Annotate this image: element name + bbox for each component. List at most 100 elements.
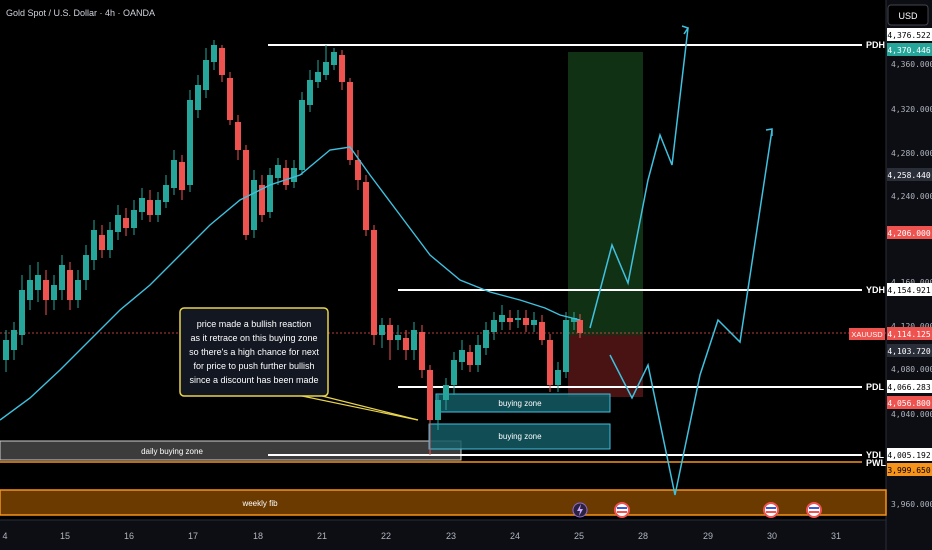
candle-body xyxy=(299,100,305,170)
price-label-4154: 4,154.921 xyxy=(887,283,932,296)
time-axis[interactable] xyxy=(0,520,886,550)
time-label: 16 xyxy=(124,531,134,541)
candlestick-series[interactable] xyxy=(3,40,583,455)
candle-body xyxy=(555,370,561,385)
projection-arrow-lower-icon xyxy=(765,128,773,136)
candle-body xyxy=(443,385,449,400)
candle-body xyxy=(163,185,169,202)
price-tick: 4,280.000 xyxy=(891,149,932,158)
candle-body xyxy=(91,230,97,260)
projection-path-upper[interactable] xyxy=(589,27,689,329)
annotation-callout[interactable]: price made a bullish reaction as it retr… xyxy=(179,307,419,421)
time-label: 15 xyxy=(60,531,70,541)
candle-body xyxy=(179,162,185,190)
svg-text:4,005.192: 4,005.192 xyxy=(887,451,931,460)
candle-body xyxy=(577,320,583,333)
ydl-label: YDL xyxy=(866,450,885,460)
ydh-label: YDH xyxy=(866,285,885,295)
time-label: 30 xyxy=(767,531,777,541)
time-label: 23 xyxy=(446,531,456,541)
svg-text:4,370.446: 4,370.446 xyxy=(887,46,931,55)
candle-body xyxy=(395,335,401,340)
candle-body xyxy=(355,160,361,180)
candle-body xyxy=(483,330,489,348)
time-label: 31 xyxy=(831,531,841,541)
svg-text:4,103.720: 4,103.720 xyxy=(887,347,931,356)
daily-buying-zone[interactable]: daily buying zone xyxy=(0,440,462,461)
candle-body xyxy=(427,370,433,420)
svg-text:4,114.125: 4,114.125 xyxy=(887,330,931,339)
us-flag-icon[interactable] xyxy=(614,502,630,518)
us-flag-icon[interactable] xyxy=(806,502,822,518)
price-tick: 4,320.000 xyxy=(891,105,932,114)
buying-zone-lower[interactable]: buying zone xyxy=(428,423,611,450)
candle-body xyxy=(523,318,529,325)
candle-body xyxy=(267,175,273,212)
annotation-line-2: as it retrace on this buying zone xyxy=(190,333,317,343)
candle-body xyxy=(51,285,57,300)
candle-body xyxy=(291,168,297,182)
projection-path-lower[interactable] xyxy=(609,129,773,496)
candle-body xyxy=(123,218,129,228)
candle-body xyxy=(19,290,25,335)
weekly-fib-zone[interactable]: weekly fib xyxy=(0,489,887,516)
candle-body xyxy=(35,275,41,290)
pdh-label: PDH xyxy=(866,40,885,50)
candle-body xyxy=(451,360,457,385)
candle-body xyxy=(187,100,193,185)
pwl-label: PWL xyxy=(866,458,886,468)
candle-body xyxy=(459,350,465,362)
candle-body xyxy=(27,280,33,300)
symbol-tag: XAUUSD xyxy=(849,328,885,340)
price-label-4056: 4,056.800 xyxy=(887,396,932,409)
candle-body xyxy=(11,330,17,350)
svg-text:XAUUSD: XAUUSD xyxy=(851,330,883,339)
us-flag-icon[interactable] xyxy=(763,502,779,518)
candle-body xyxy=(43,280,49,300)
candle-body xyxy=(339,55,345,82)
candle-body xyxy=(331,52,337,65)
price-label-4376: 4,376.522 xyxy=(887,28,932,41)
moving-average-line[interactable] xyxy=(0,146,581,421)
candle-body xyxy=(363,182,369,230)
candle-body xyxy=(107,230,113,250)
candle-body xyxy=(171,160,177,188)
buying-zone-upper[interactable]: buying zone xyxy=(435,393,611,413)
candle-body xyxy=(243,150,249,235)
candle-body xyxy=(323,62,329,75)
long-position-tool[interactable] xyxy=(568,52,643,397)
time-label: 25 xyxy=(574,531,584,541)
candle-body xyxy=(147,200,153,215)
candle-body xyxy=(403,338,409,350)
time-label: 21 xyxy=(317,531,327,541)
price-tick: 4,160.000 xyxy=(891,278,932,287)
candle-body xyxy=(131,210,137,228)
candle-body xyxy=(259,185,265,215)
buying-zone-lower-label: buying zone xyxy=(498,432,542,441)
weekly-fib-label: weekly fib xyxy=(241,499,278,508)
candle-body xyxy=(59,265,65,290)
level-lines xyxy=(0,44,886,463)
candle-body xyxy=(347,82,353,160)
svg-text:4,056.800: 4,056.800 xyxy=(887,399,931,408)
annotation-line-3: so there's a high chance for next xyxy=(189,347,319,357)
candle-body xyxy=(307,80,313,105)
svg-text:4,376.522: 4,376.522 xyxy=(887,31,931,40)
candle-body xyxy=(563,320,569,372)
lightning-icon[interactable] xyxy=(572,502,588,518)
pdl-label: PDL xyxy=(866,382,885,392)
price-tick: 4,360.000 xyxy=(891,60,932,69)
price-label-4114: 4,114.125 xyxy=(887,327,932,340)
annotation-line-5: since a discount has been made xyxy=(189,375,318,385)
candle-body xyxy=(507,318,513,322)
candle-body xyxy=(571,318,577,322)
price-label-3999: 3,999.650 xyxy=(887,463,932,476)
price-tick: 3,960.000 xyxy=(891,500,932,509)
currency-button[interactable]: USD xyxy=(887,4,929,26)
time-label: 4 xyxy=(2,531,7,541)
daily-buying-zone-label: daily buying zone xyxy=(141,447,203,456)
candle-body xyxy=(219,48,225,75)
buying-zone-upper-label: buying zone xyxy=(498,399,542,408)
annotation-line-1: price made a bullish reaction xyxy=(197,319,312,329)
